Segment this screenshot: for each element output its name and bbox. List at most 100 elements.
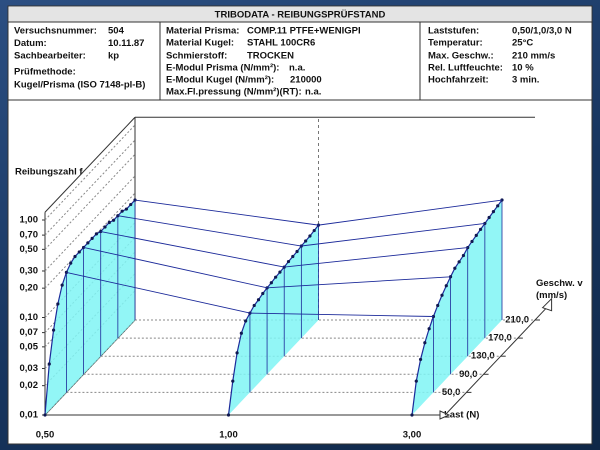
- point: [94, 232, 99, 236]
- point: [116, 214, 120, 218]
- method: Kugel/Prisma (ISO 7148-pl-B): [14, 80, 145, 91]
- point: [444, 284, 448, 288]
- point: [487, 215, 491, 220]
- point: [278, 270, 282, 274]
- grid-line: [44, 139, 136, 236]
- y-tick-label: 0,50: [20, 244, 39, 255]
- point: [308, 234, 312, 238]
- field-value: 0,50/1,0/3,0 N: [512, 26, 572, 37]
- field-key: E-Modul Kugel (N/mm²):: [166, 75, 274, 86]
- y-tick-label: 0,20: [20, 283, 39, 294]
- point: [461, 253, 466, 258]
- connector: [134, 199, 319, 226]
- connector: [301, 222, 485, 247]
- x-axis-label: Last (N): [444, 410, 479, 421]
- point: [457, 260, 461, 264]
- point: [60, 283, 64, 287]
- point: [291, 254, 295, 259]
- field-value: COMP.11 PTFE+WENIGPI: [247, 26, 361, 37]
- point: [440, 293, 444, 297]
- point: [483, 221, 487, 226]
- point: [129, 202, 133, 207]
- connector: [117, 215, 302, 247]
- field-key: Laststufen:: [428, 26, 479, 37]
- point: [470, 239, 474, 244]
- point: [77, 250, 81, 254]
- point: [43, 413, 47, 417]
- field-key: Temperatur:: [428, 38, 483, 49]
- grid-line: [44, 175, 136, 272]
- y-tick-label: 1,00: [20, 215, 39, 226]
- field-key: Datum:: [14, 38, 47, 49]
- point: [414, 379, 418, 383]
- point: [69, 261, 73, 265]
- point: [86, 241, 90, 245]
- z-tick-label: 210,0: [505, 315, 529, 326]
- field-value: 210000: [290, 75, 322, 86]
- point: [239, 331, 243, 335]
- axis-arrow: [541, 297, 553, 312]
- connector: [318, 199, 503, 226]
- point: [56, 302, 60, 306]
- field-value: kp: [108, 51, 119, 62]
- point: [51, 328, 56, 332]
- axis-arrow: [439, 410, 451, 420]
- point: [73, 254, 77, 259]
- area: [412, 200, 502, 415]
- field-value: n.a.: [305, 87, 321, 98]
- field-key: E-Modul Prisma (N/mm²):: [166, 63, 279, 74]
- connector: [267, 276, 451, 289]
- point: [90, 236, 94, 240]
- y-tick-label: 0,02: [20, 380, 39, 391]
- y-tick-label: 0,01: [20, 410, 39, 421]
- point: [500, 198, 504, 202]
- field-value: 210 mm/s: [512, 51, 555, 62]
- connector: [66, 271, 251, 314]
- x-tick-label: 3,00: [403, 430, 422, 441]
- point: [427, 327, 431, 331]
- field-key: Max. Geschw.:: [428, 51, 494, 62]
- point: [252, 303, 256, 308]
- point: [304, 239, 308, 243]
- point: [235, 351, 239, 355]
- curve: [227, 224, 319, 416]
- point: [226, 413, 231, 417]
- curve: [411, 199, 503, 416]
- field-key: Max.Fl.pressung (N/mm²)(RT):: [166, 87, 302, 98]
- field-key: Material Prisma:: [166, 26, 239, 37]
- y-tick-label: 0,70: [20, 230, 39, 241]
- point: [47, 362, 51, 366]
- x-tick-label: 1,00: [219, 430, 238, 441]
- connector: [284, 247, 468, 268]
- y-tick-label: 0,07: [20, 327, 39, 338]
- axis: [444, 306, 548, 416]
- point: [423, 341, 427, 345]
- field-value: n.a.: [289, 63, 305, 74]
- point: [269, 281, 273, 285]
- header-title: TRIBODATA - REIBUNGSPRÜFSTAND: [215, 10, 386, 21]
- point: [474, 233, 478, 237]
- point: [103, 225, 107, 229]
- point: [286, 259, 291, 264]
- x-tick-label: 0,50: [36, 430, 55, 441]
- field-value: 3 min.: [512, 75, 539, 86]
- z-tick-label: 170,0: [488, 333, 512, 344]
- point: [244, 319, 248, 323]
- y-tick-label: 0,10: [20, 312, 39, 323]
- z-tick-label: 130,0: [471, 351, 495, 362]
- point: [436, 303, 440, 308]
- y-tick-label: 0,30: [20, 265, 39, 276]
- field-key: Sachbearbeiter:: [14, 51, 86, 62]
- area: [228, 225, 319, 415]
- connector: [83, 246, 268, 289]
- point: [133, 198, 137, 202]
- field-key: Material Kugel:: [166, 38, 234, 49]
- field-key: Hochfahrzeit:: [428, 75, 489, 86]
- y-tick-label: 0,05: [20, 341, 39, 352]
- point: [231, 379, 235, 383]
- z-axis-label: Geschw. v (mm/s): [536, 278, 583, 301]
- point: [295, 249, 299, 254]
- field-key: Versuchsnummer:: [14, 26, 97, 37]
